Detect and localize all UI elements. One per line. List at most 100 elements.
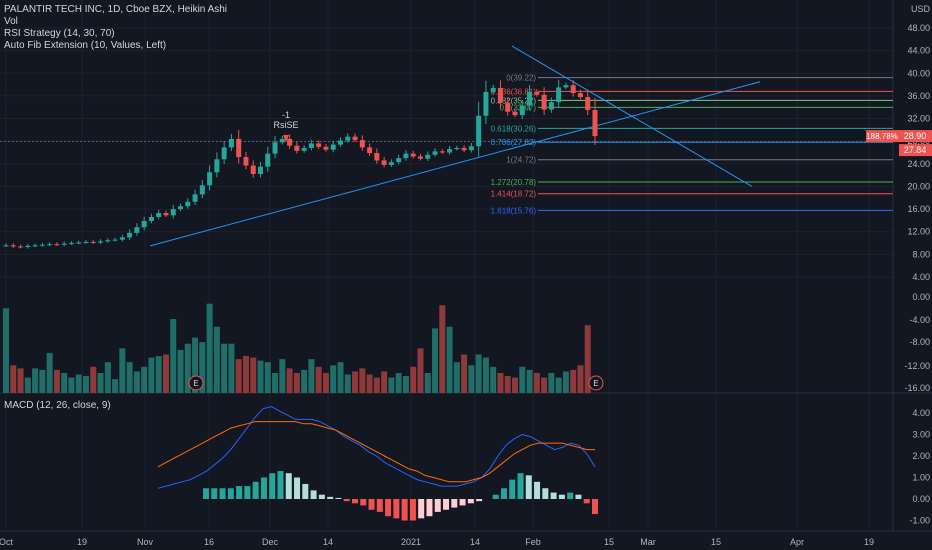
candle-body — [447, 149, 453, 153]
volume-bar — [148, 357, 155, 393]
candle-body — [556, 87, 562, 103]
time-tick-label: 15 — [711, 537, 721, 547]
volume-bar — [24, 377, 31, 393]
histogram-bar — [302, 483, 309, 499]
candle-body — [61, 243, 67, 245]
currency-label: USD — [911, 4, 931, 14]
histogram-bar — [509, 479, 516, 499]
histogram-bar — [393, 499, 400, 519]
percent-badge-bg — [866, 130, 899, 143]
price-tick-label: 48.00 — [907, 23, 930, 33]
grid-lines — [0, 0, 932, 532]
candle-body — [548, 102, 554, 110]
volume-bar — [497, 372, 504, 393]
histogram-bar — [227, 488, 234, 499]
histogram-bar — [343, 499, 350, 502]
volume-bar — [432, 328, 439, 393]
candle-body — [25, 245, 31, 248]
candle-body — [410, 153, 416, 157]
volume-bar — [162, 354, 169, 393]
histogram-bar — [244, 486, 251, 499]
histogram-bar — [294, 477, 301, 499]
volume-bar — [541, 377, 548, 393]
volume-bar — [337, 362, 344, 393]
candle-body — [490, 87, 496, 92]
time-tick-label: Mar — [640, 537, 656, 547]
last-price-badge-bg — [899, 130, 932, 143]
macd-tick-label: 4.00 — [912, 408, 930, 418]
histogram-bar — [310, 490, 317, 499]
volume-bar — [570, 369, 577, 393]
candle-body — [301, 147, 307, 151]
axes: 48.0044.0040.0036.0032.0028.0024.0020.00… — [0, 4, 930, 547]
candle-body — [374, 153, 380, 161]
volume-bar — [461, 354, 468, 393]
fib-label: 1.618(15.76) — [491, 206, 537, 215]
candle-body — [105, 240, 111, 242]
candle-body — [381, 160, 387, 165]
earnings-label: E — [193, 379, 198, 388]
candle-body — [119, 237, 125, 240]
prev-price-badge-bg — [899, 144, 932, 157]
candle-body — [243, 157, 249, 166]
fib-label: 0.382(35.22) — [491, 96, 537, 105]
volume-bar — [402, 376, 409, 393]
volume-bar — [366, 374, 373, 393]
percent-badge: 188.78% — [866, 132, 898, 141]
candle-body — [294, 145, 300, 151]
candle-body — [512, 111, 518, 116]
price-tick-label: 40.00 — [907, 68, 930, 78]
last-price-badge: 28.90 — [904, 131, 927, 141]
macd-tick-label: 2.00 — [912, 451, 930, 461]
volume-tick-label: -8.00 — [909, 337, 930, 347]
histogram-bar — [492, 494, 499, 499]
candle-body — [127, 232, 133, 238]
histogram-bar — [360, 499, 367, 506]
volume-bar — [75, 374, 82, 393]
candle-body — [308, 143, 314, 148]
volume-bar — [468, 365, 475, 393]
volume-bar — [3, 308, 9, 393]
sell-arrow-icon — [283, 135, 289, 142]
time-tick-label: 2021 — [401, 537, 421, 547]
volume-bar — [446, 326, 453, 393]
fib-label: 0.618(30.26) — [491, 124, 537, 133]
macd-pane — [157, 406, 598, 521]
volume-bar — [90, 366, 97, 393]
histogram-bar — [351, 499, 358, 504]
volume-bar — [584, 325, 591, 393]
rsi-count: -1 — [282, 110, 290, 120]
histogram-bar — [219, 488, 226, 499]
fib-label: 0.5(33.97) — [500, 103, 537, 112]
candle-body — [156, 213, 162, 218]
histogram-bar — [550, 492, 557, 499]
histogram-bar — [459, 499, 466, 506]
histogram-bar — [467, 499, 474, 504]
histogram-bar — [385, 499, 392, 517]
histogram-bar — [476, 499, 483, 502]
candle-body — [98, 241, 104, 243]
indicator-fib: Auto Fib Extension (10, Values, Left) — [4, 40, 167, 51]
volume-bar — [184, 343, 191, 393]
chart-title: PALANTIR TECH INC, 1D, Cboe BZX, Heikin … — [4, 4, 228, 15]
volume-bar — [410, 366, 417, 393]
histogram-bar — [203, 488, 209, 499]
histogram-bar — [451, 499, 458, 508]
time-tick-label: 19 — [77, 537, 87, 547]
macd-title: MACD (12, 26, close, 9) — [4, 400, 111, 411]
histogram-bar — [542, 488, 549, 499]
price-tick-label: 24.00 — [907, 159, 930, 169]
candle-body — [68, 243, 74, 245]
volume-bar — [104, 362, 111, 393]
candle-body — [178, 206, 184, 210]
fib-label: 0(39.22) — [506, 74, 536, 83]
volume-tick-label: -16.00 — [904, 383, 930, 393]
volume-bar — [490, 366, 497, 393]
candle-body — [221, 147, 227, 160]
candle-body — [163, 213, 169, 216]
candle-body — [563, 85, 569, 88]
candle-body — [337, 140, 343, 145]
time-tick-label: Apr — [790, 537, 804, 547]
